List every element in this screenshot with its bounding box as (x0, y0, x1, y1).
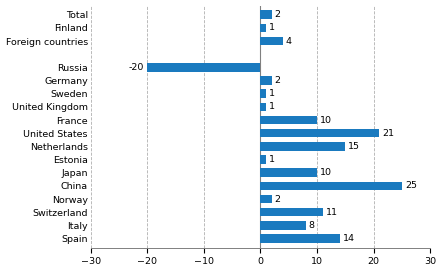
Text: 8: 8 (309, 221, 315, 230)
Bar (260, 129, 379, 138)
Bar (260, 208, 323, 217)
Bar (147, 63, 260, 72)
Text: 10: 10 (320, 168, 332, 177)
Bar (260, 116, 317, 124)
Text: 4: 4 (286, 37, 292, 46)
Text: 1: 1 (269, 155, 275, 164)
Bar (260, 142, 346, 151)
Bar (260, 103, 266, 111)
Text: 25: 25 (405, 181, 417, 190)
Bar (260, 195, 272, 203)
Text: 1: 1 (269, 23, 275, 32)
Bar (260, 11, 272, 19)
Text: -20: -20 (129, 63, 145, 72)
Bar (260, 234, 340, 243)
Bar (260, 221, 306, 230)
Bar (260, 182, 402, 190)
Text: 11: 11 (326, 208, 338, 217)
Text: 10: 10 (320, 116, 332, 125)
Bar (260, 89, 266, 98)
Text: 2: 2 (274, 10, 281, 19)
Text: 1: 1 (269, 89, 275, 98)
Bar (260, 168, 317, 177)
Bar (260, 155, 266, 164)
Text: 2: 2 (274, 76, 281, 85)
Text: 1: 1 (269, 102, 275, 112)
Text: 21: 21 (382, 129, 394, 138)
Bar (260, 37, 283, 45)
Text: 2: 2 (274, 194, 281, 203)
Text: 15: 15 (348, 142, 360, 151)
Bar (260, 24, 266, 32)
Bar (260, 76, 272, 85)
Text: 14: 14 (343, 234, 354, 243)
